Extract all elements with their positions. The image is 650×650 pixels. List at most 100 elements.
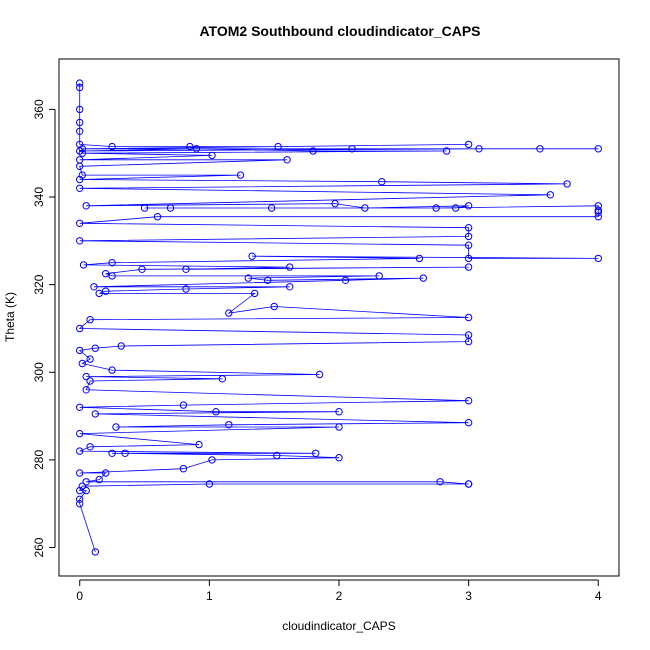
y-axis-label: Theta (K) [3, 292, 17, 342]
data-point [82, 478, 90, 486]
data-point [86, 355, 94, 363]
data-point [452, 204, 460, 212]
data-point [82, 486, 90, 495]
data-point [76, 237, 84, 245]
data-point [140, 204, 149, 212]
y-axis: 260 280 300 320 340 360 [32, 99, 56, 558]
data-point [182, 265, 190, 273]
data-point [76, 324, 84, 333]
data-point [192, 145, 201, 153]
data-point [76, 118, 84, 127]
data-point [348, 145, 356, 153]
data-point [464, 397, 473, 405]
data-point [267, 204, 276, 212]
data-point [594, 145, 602, 153]
x-tick-label: 0 [76, 589, 83, 603]
y-tick-label: 360 [32, 99, 46, 119]
data-point [91, 548, 100, 556]
data-point [76, 175, 84, 184]
data-point [464, 263, 473, 271]
data-point [415, 254, 424, 263]
data-point [248, 252, 256, 260]
data-point [264, 276, 272, 284]
data-point [76, 127, 84, 136]
data-point [76, 447, 84, 455]
data-point [475, 145, 483, 153]
data-layer [76, 79, 602, 556]
data-point [464, 337, 473, 346]
data-point [76, 105, 84, 114]
data-point [419, 274, 427, 282]
data-point [108, 142, 116, 151]
data-point [315, 370, 324, 379]
data-point [205, 480, 214, 488]
data-point [82, 386, 90, 394]
data-point [179, 465, 188, 473]
data-point [464, 232, 473, 241]
data-point [76, 346, 84, 355]
data-point [432, 204, 440, 212]
data-point [78, 149, 87, 157]
y-tick-label: 300 [32, 362, 46, 382]
data-point [335, 423, 343, 431]
data-point [341, 276, 350, 284]
data-point [76, 83, 84, 92]
data-point [121, 449, 129, 457]
data-point [86, 443, 94, 451]
plot-area-frame [58, 58, 620, 577]
data-point [95, 475, 103, 484]
data-point [108, 366, 116, 374]
data-point [82, 202, 90, 210]
data-point [273, 451, 281, 460]
x-axis: 0 1 2 3 4 [76, 579, 602, 603]
data-point [153, 213, 162, 221]
data-point [95, 289, 103, 298]
data-point [186, 142, 194, 151]
data-point [464, 202, 473, 210]
data-point [91, 410, 100, 418]
data-point [91, 344, 100, 352]
series-line [78, 83, 599, 553]
x-tick-label: 4 [595, 589, 602, 603]
data-point [179, 401, 188, 409]
data-point [286, 263, 294, 271]
data-point [244, 274, 253, 282]
data-point [76, 500, 84, 508]
data-point [309, 147, 317, 155]
data-point [312, 449, 320, 457]
data-point [594, 208, 602, 217]
data-point [225, 309, 233, 317]
data-point [76, 403, 84, 411]
data-point [102, 287, 110, 295]
data-point [76, 79, 84, 87]
data-point [274, 142, 282, 151]
data-point [594, 213, 602, 221]
data-point [378, 178, 386, 186]
x-tick-label: 1 [206, 589, 213, 603]
data-point [335, 408, 343, 416]
data-point [78, 359, 87, 368]
data-point [79, 261, 88, 269]
y-tick-label: 340 [32, 187, 46, 207]
data-point [464, 254, 473, 263]
data-point [208, 456, 216, 464]
y-tick-label: 260 [32, 537, 46, 557]
data-point [218, 375, 227, 383]
data-point [76, 495, 84, 503]
data-point [90, 283, 98, 291]
data-point [442, 147, 451, 155]
data-point [331, 199, 339, 208]
data-point [76, 162, 84, 171]
y-tick-label: 280 [32, 450, 46, 470]
data-point [108, 259, 116, 267]
data-point [546, 191, 554, 199]
data-point [236, 171, 245, 179]
data-point [108, 272, 116, 280]
data-point [594, 254, 602, 263]
data-point [76, 219, 84, 228]
data-point [270, 302, 278, 311]
data-point [375, 272, 383, 280]
data-point [208, 151, 216, 160]
data-point [108, 449, 116, 457]
data-point [536, 145, 544, 153]
